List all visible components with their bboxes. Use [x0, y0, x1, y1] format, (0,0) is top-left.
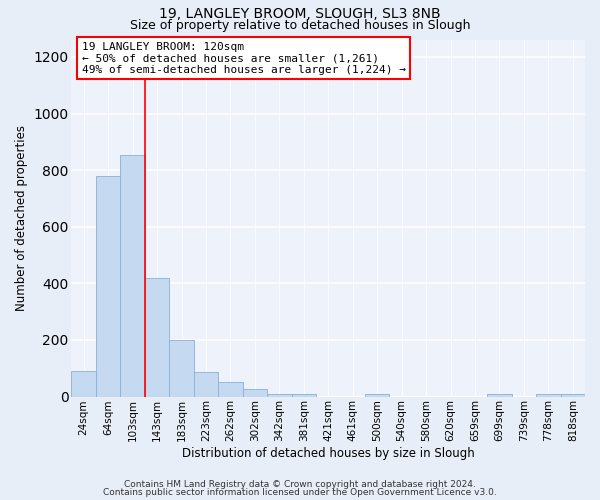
Bar	[218, 382, 242, 396]
Text: 19, LANGLEY BROOM, SLOUGH, SL3 8NB: 19, LANGLEY BROOM, SLOUGH, SL3 8NB	[159, 8, 441, 22]
Bar	[242, 390, 267, 396]
Bar	[267, 394, 292, 396]
Bar	[487, 394, 512, 396]
Bar	[292, 394, 316, 396]
Bar	[121, 154, 145, 396]
Bar	[169, 340, 194, 396]
Y-axis label: Number of detached properties: Number of detached properties	[15, 126, 28, 312]
Text: Contains HM Land Registry data © Crown copyright and database right 2024.: Contains HM Land Registry data © Crown c…	[124, 480, 476, 489]
Bar	[145, 278, 169, 396]
Bar	[365, 394, 389, 396]
X-axis label: Distribution of detached houses by size in Slough: Distribution of detached houses by size …	[182, 447, 475, 460]
Bar	[536, 394, 560, 396]
Bar	[71, 371, 96, 396]
Text: Contains public sector information licensed under the Open Government Licence v3: Contains public sector information licen…	[103, 488, 497, 497]
Bar	[194, 372, 218, 396]
Bar	[96, 176, 121, 396]
Text: Size of property relative to detached houses in Slough: Size of property relative to detached ho…	[130, 19, 470, 32]
Text: 19 LANGLEY BROOM: 120sqm
← 50% of detached houses are smaller (1,261)
49% of sem: 19 LANGLEY BROOM: 120sqm ← 50% of detach…	[82, 42, 406, 75]
Bar	[560, 394, 585, 396]
